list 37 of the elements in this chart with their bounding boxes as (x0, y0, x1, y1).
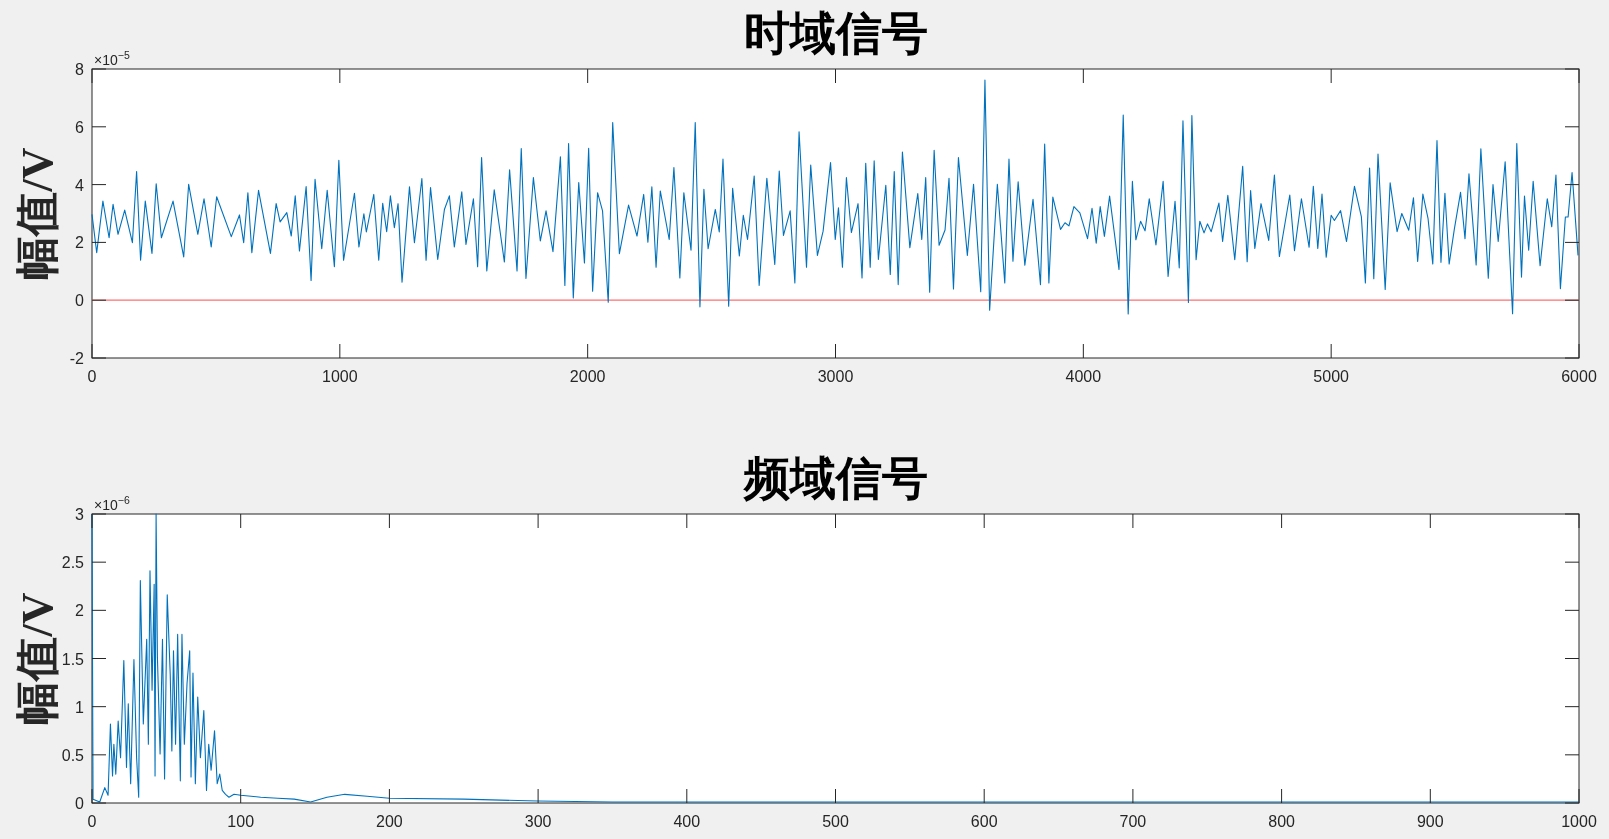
chart-title: 时域信号 (743, 8, 928, 59)
y-tick-label: 2 (75, 234, 85, 252)
y-tick-label: 8 (75, 61, 85, 78)
y-tick-label: 3 (75, 506, 85, 523)
x-tick-label: 900 (1416, 813, 1444, 830)
y-tick-label: 1.5 (61, 650, 85, 668)
x-tick-label: 800 (1268, 813, 1296, 830)
x-tick-label: 6000 (1561, 368, 1597, 385)
y-tick-label: 0 (75, 795, 85, 812)
y-tick-label: 2.5 (61, 554, 85, 572)
x-tick-label: 500 (822, 813, 849, 830)
y-tick-label: 1 (75, 698, 85, 716)
x-tick-label: 2000 (569, 368, 606, 385)
x-tick-label: 0 (87, 813, 97, 830)
x-tick-label: 3000 (817, 368, 854, 385)
y-tick-label: 2 (75, 602, 85, 620)
x-tick-label: 1000 (322, 368, 358, 385)
y-tick-label: -2 (69, 350, 85, 367)
y-tick-label: 6 (75, 118, 85, 136)
y-axis-title: 幅值/V (13, 592, 62, 725)
x-tick-label: 200 (376, 813, 403, 830)
x-tick-label: 300 (524, 813, 552, 830)
y-axis-title: 幅值/V (13, 147, 62, 280)
x-tick-label: 4000 (1065, 368, 1102, 385)
y-tick-label: 0.5 (61, 746, 85, 764)
x-tick-label: 5000 (1313, 368, 1350, 385)
x-tick-label: 0 (87, 368, 97, 385)
text: ×10$^{−6}$ (94, 494, 130, 513)
x-tick-label: 400 (673, 813, 701, 830)
x-tick-label: 1000 (1561, 813, 1597, 830)
y-tick-label: 0 (75, 292, 85, 310)
x-tick-label: 600 (970, 813, 998, 830)
x-tick-label: 700 (1119, 813, 1147, 830)
text: ×10$^{−5}$ (94, 49, 130, 68)
x-tick-label: 100 (227, 813, 255, 830)
y-tick-label: 4 (75, 176, 85, 194)
chart-title: 频域信号 (742, 453, 928, 504)
